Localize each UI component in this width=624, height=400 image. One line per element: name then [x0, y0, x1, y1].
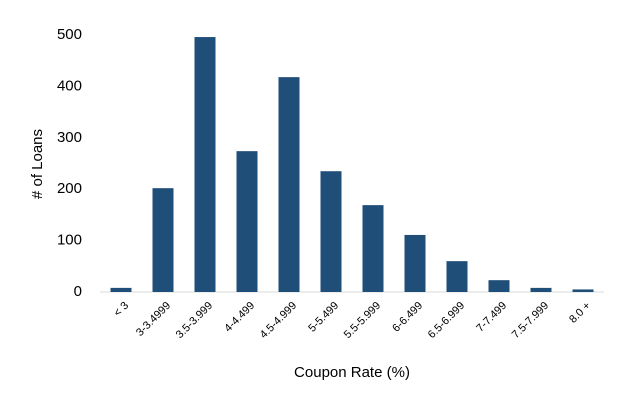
bar	[236, 151, 258, 292]
x-tick-label: 4-4.499	[222, 300, 257, 335]
x-tick-label: 6-6.499	[390, 300, 425, 335]
x-tick-label: 5-5.499	[306, 300, 341, 335]
x-tick-label: 7-7.499	[474, 300, 509, 335]
bar	[110, 287, 132, 292]
x-axis-title: Coupon Rate (%)	[294, 364, 410, 381]
x-tick-label: 3.5-3.999	[174, 300, 215, 341]
x-tick-label: 3-3.4999	[134, 300, 173, 339]
bar	[446, 261, 468, 292]
x-tick-label: 8.0 +	[567, 300, 593, 326]
bar	[572, 289, 594, 292]
y-tick-label: 0	[74, 283, 82, 300]
y-tick-label: 500	[57, 26, 82, 43]
y-tick-label: 100	[57, 232, 82, 249]
bar	[278, 77, 300, 292]
y-tick-label: 200	[57, 180, 82, 197]
y-tick-label: 300	[57, 129, 82, 146]
x-tick-label: 6.5-6.999	[426, 300, 467, 341]
y-tick-label: 400	[57, 77, 82, 94]
bar	[320, 171, 342, 292]
bar	[404, 234, 426, 292]
x-tick-label: 7.5-7.999	[510, 300, 551, 341]
bar	[488, 280, 510, 292]
y-axis-title: # of Loans	[29, 129, 46, 199]
x-tick-label: 4.5-4.999	[258, 300, 299, 341]
bar	[194, 37, 216, 292]
x-tick-label: < 3	[112, 300, 132, 320]
bar	[362, 205, 384, 292]
bar	[152, 188, 174, 292]
x-tick-label: 5.5-5.999	[342, 300, 383, 341]
bar	[530, 287, 552, 292]
